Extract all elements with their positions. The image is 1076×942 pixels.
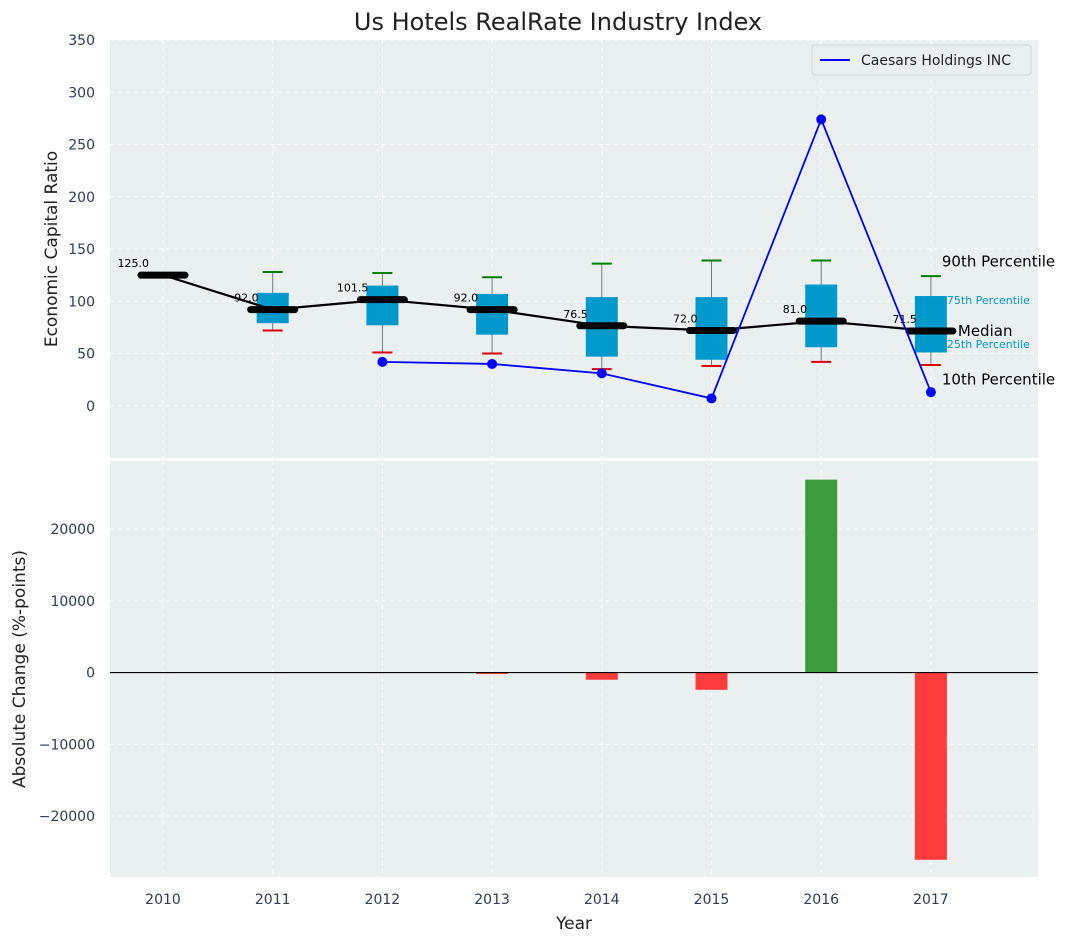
top-y-tick-labels: 0 50 100 150 200 250 300 350 — [68, 33, 95, 415]
bottom-y-tick-label: 20000 — [50, 522, 95, 538]
box-iqr — [805, 284, 838, 348]
x-tick-label: 2012 — [365, 892, 401, 908]
change-bar — [805, 479, 838, 673]
top-y-tick-label: 350 — [68, 33, 95, 49]
change-bar — [914, 672, 947, 860]
change-bar — [695, 672, 728, 690]
median-value-label: 72.0 — [673, 313, 698, 326]
top-y-tick-label: 50 — [77, 347, 95, 363]
top-y-tick-label: 150 — [68, 242, 95, 258]
annotation-median: Median — [958, 322, 1013, 340]
median-value-label: 92.0 — [234, 292, 259, 305]
legend: Caesars Holdings INC — [811, 44, 1032, 76]
company-series — [377, 114, 936, 404]
bottom-y-tick-label: −20000 — [39, 809, 95, 825]
annotation-25th: 25th Percentile — [947, 338, 1030, 351]
legend-box — [811, 44, 1032, 76]
bottom-y-tick-label: 0 — [86, 666, 95, 682]
box-iqr — [914, 296, 947, 353]
median-value-label: 81.0 — [783, 303, 808, 316]
x-tick-label: 2016 — [803, 892, 839, 908]
top-y-axis-label: Economic Capital Ratio — [42, 151, 62, 347]
top-y-tick-label: 250 — [68, 138, 95, 154]
change-bar — [476, 672, 509, 675]
median-value-label: 101.5 — [337, 282, 369, 295]
annotation-10th: 10th Percentile — [942, 371, 1055, 389]
series-point — [596, 368, 607, 379]
bottom-y-axis-label: Absolute Change (%-points) — [10, 550, 30, 788]
top-y-tick-label: 200 — [68, 190, 95, 206]
x-tick-labels: 2010 2011 2012 2013 2014 2015 2016 2017 — [145, 892, 949, 908]
legend-label: Caesars Holdings INC — [861, 53, 1011, 69]
x-tick-label: 2017 — [913, 892, 949, 908]
x-tick-label: 2013 — [474, 892, 510, 908]
series-point — [816, 114, 827, 125]
box-iqr — [476, 293, 509, 335]
x-tick-label: 2014 — [584, 892, 620, 908]
median-value-label: 76.5 — [563, 308, 588, 321]
bottom-plot-area — [110, 461, 1038, 877]
top-y-tick-label: 100 — [68, 294, 95, 310]
top-y-tick-label: 0 — [86, 399, 95, 415]
box-iqr — [366, 285, 399, 326]
median-value-label: 71.5 — [892, 313, 917, 326]
annotation-75th: 75th Percentile — [947, 294, 1030, 307]
series-line — [382, 116, 932, 400]
x-axis-label: Year — [555, 914, 592, 934]
percentile-annotations: 90th Percentile 75th Percentile Median25th… — [942, 253, 1055, 389]
change-bar — [585, 672, 618, 680]
change-bars — [476, 479, 947, 860]
top-y-tick-label: 300 — [68, 85, 95, 101]
box-plots — [256, 259, 947, 371]
series-point — [706, 393, 717, 404]
median-value-label: 125.0 — [118, 257, 150, 270]
series-point — [925, 387, 936, 398]
series-point — [487, 358, 498, 369]
x-tick-label: 2010 — [145, 892, 181, 908]
median-trend: 125.0 92.0 101.5 92.0 76.5 72.0 81.0 71.5 — [118, 257, 957, 335]
bottom-y-tick-labels: −20000 −10000 0 10000 20000 — [39, 522, 95, 825]
series-point — [377, 356, 388, 367]
annotation-90th: 90th Percentile — [942, 253, 1055, 271]
x-tick-label: 2015 — [694, 892, 730, 908]
chart-title: Us Hotels RealRate Industry Index — [354, 8, 762, 36]
median-value-label: 92.0 — [454, 292, 479, 305]
bottom-y-tick-label: −10000 — [39, 737, 95, 753]
x-tick-label: 2011 — [255, 892, 291, 908]
bottom-y-tick-label: 10000 — [50, 594, 95, 610]
